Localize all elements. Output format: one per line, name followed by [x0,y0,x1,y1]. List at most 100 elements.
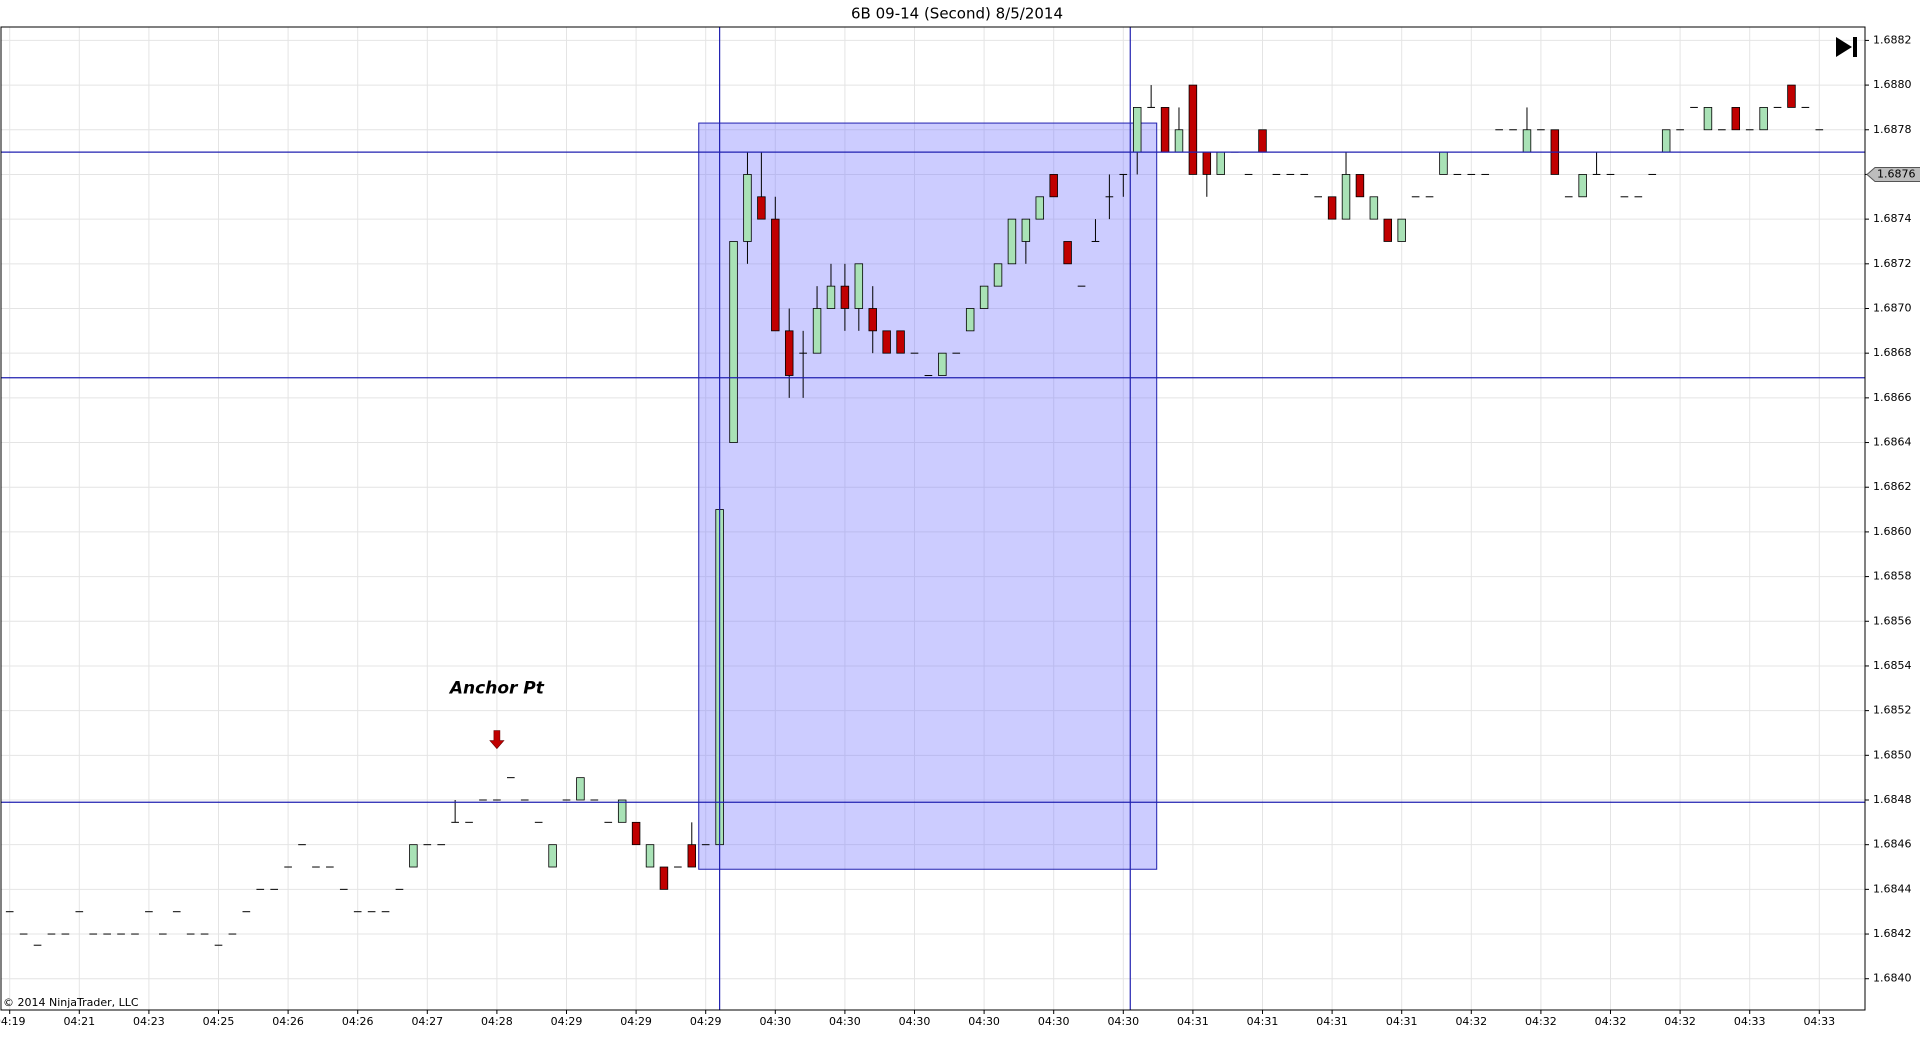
y-tick-label: 1.6854 [1873,659,1912,672]
candle-body [576,777,585,801]
candle-body [1007,218,1017,265]
candle-body [1369,196,1379,220]
x-tick-label: 04:30 [899,1015,931,1028]
x-tick-label: 04:30 [829,1015,861,1028]
copyright: © 2014 NinjaTrader, LLC [3,996,139,1009]
plot-border [0,26,1866,1011]
x-tick-label: 04:31 [1316,1015,1348,1028]
y-tick-label: 1.6870 [1873,301,1912,314]
y-tick-label: 1.6842 [1873,927,1912,940]
y-tick-label: 1.6872 [1873,257,1912,270]
y-tick-label: 1.6866 [1873,391,1912,404]
candle-body [854,263,864,309]
candle-body [409,844,418,868]
x-tick-label: 04:32 [1595,1015,1627,1028]
last-price-tag [1866,166,1920,182]
y-tick-label: 1.6864 [1873,436,1912,449]
candle-body [1787,84,1796,108]
y-tick-label: 1.6882 [1873,33,1912,46]
x-tick-label: 04:30 [759,1015,791,1028]
y-tick-label: 1.6860 [1873,525,1912,538]
candle-body [979,285,989,309]
candle-body [617,799,627,823]
y-tick-label: 1.6878 [1873,123,1912,136]
x-tick-label: 04:23 [133,1015,165,1028]
candle-body [771,218,780,332]
candle-body [1661,129,1671,153]
x-tick-label: 04:30 [1107,1015,1139,1028]
y-tick-label: 1.6856 [1873,614,1912,627]
y-tick-label: 1.6840 [1873,972,1912,985]
candle-body [1522,129,1532,153]
candle-body [757,196,766,220]
candle-body [1160,107,1170,153]
x-tick-label: 04:32 [1525,1015,1557,1028]
x-tick-label: 04:29 [690,1015,722,1028]
x-tick-label: 04:21 [63,1015,95,1028]
y-tick-label: 1.6874 [1873,212,1912,225]
x-tick-label: 04:32 [1455,1015,1487,1028]
x-tick-label: 04:19 [0,1015,26,1028]
y-tick-label: 1.6868 [1873,346,1912,359]
y-tick-label: 1.6844 [1873,882,1912,895]
candle-body [729,241,738,443]
candle-body [1188,84,1198,175]
x-tick-label: 04:29 [551,1015,583,1028]
candle-body [784,330,794,376]
candle-body [1035,196,1045,220]
scroll-end-button[interactable] [1836,37,1857,57]
candle-body [1174,129,1184,153]
x-tick-label: 04:26 [272,1015,304,1028]
end-bar-icon[interactable] [1853,37,1857,57]
x-tick-label: 04:32 [1664,1015,1696,1028]
candle-body [1021,218,1031,242]
candle-body [938,352,947,376]
candle-body [743,174,752,242]
candle-body [1731,107,1741,131]
candle-body [1578,174,1587,198]
candle-body [1759,107,1768,131]
candle-body [965,308,975,332]
y-tick-label: 1.6848 [1873,793,1912,806]
x-tick-label: 04:31 [1177,1015,1209,1028]
candle-body [1703,107,1713,131]
y-tick-label: 1.6862 [1873,480,1912,493]
candle-body [1341,174,1351,220]
candle-body [1049,174,1058,198]
candle-body [1216,151,1225,175]
candle-body [1397,218,1406,242]
anchor-arrow [489,730,505,750]
y-tick-label: 1.6850 [1873,748,1912,761]
x-tick-label: 04:25 [203,1015,235,1028]
candle-body [631,821,641,846]
candle-body [1355,174,1365,198]
x-tick-label: 04:31 [1386,1015,1418,1028]
candle-body [659,866,669,890]
x-tick-label: 04:30 [1038,1015,1070,1028]
y-tick-label: 1.6880 [1873,78,1912,91]
last-price-label: 1.6876 [1877,167,1916,180]
candle-body [548,844,557,868]
candle-body [826,285,836,309]
candle-body [896,330,905,354]
candle-body [687,844,697,868]
candle-body [1439,151,1448,175]
candle-body [1132,107,1142,153]
x-tick-label: 04:33 [1803,1015,1835,1028]
rectangle-drawing [698,122,1158,870]
x-tick-label: 04:26 [342,1015,374,1028]
candle-body [812,308,822,354]
y-tick-label: 1.6852 [1873,704,1912,717]
play-icon[interactable] [1836,37,1852,57]
candle-body [1258,129,1267,153]
y-tick-label: 1.6858 [1873,570,1912,583]
candle-body [868,308,877,332]
y-tick-label: 1.6846 [1873,838,1912,851]
x-tick-label: 04:33 [1734,1015,1766,1028]
candle-body [1383,218,1393,242]
candle-body [1327,196,1337,220]
candle-body [645,844,655,868]
candle-body [882,330,891,354]
